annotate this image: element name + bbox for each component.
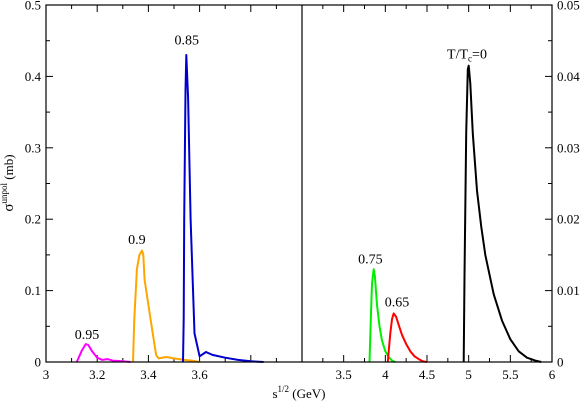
y-axis-title-superscript: unpol	[0, 182, 9, 203]
x-tick-label: 5	[465, 367, 472, 382]
y-axis-title-symbol: σ	[1, 203, 17, 211]
y-tick-label: 0.03	[557, 140, 580, 155]
y-tick-label: 0.01	[557, 283, 580, 298]
series-label: 0.65	[385, 295, 410, 310]
y-axis-title: σunpol (mb)	[0, 154, 17, 211]
x-tick-label: 3.2	[89, 367, 105, 382]
series-label-text: 0.95	[75, 328, 100, 343]
series-label-text: T/T	[447, 48, 468, 63]
y-tick-label: 0.04	[557, 69, 580, 84]
y-axis-title-unit: (mb)	[1, 154, 16, 183]
y-tick-label: 0.02	[557, 212, 580, 227]
series-label-text: 0.65	[385, 295, 410, 310]
x-tick-label: 3.6	[191, 367, 208, 382]
series-label: 0.9	[128, 233, 146, 248]
y-tick-label: 0.05	[557, 0, 580, 13]
series-label-subscript: c	[468, 54, 472, 64]
x-axis-title: s1/2 (GeV)	[272, 384, 325, 401]
series-label-text: 0.9	[128, 233, 146, 248]
series-label-tail: =0	[472, 48, 487, 63]
x-tick-label: 3.4	[140, 367, 157, 382]
x-axis-title-superscript: 1/2	[278, 384, 290, 394]
x-axis-title-base: s	[272, 386, 277, 401]
left-panel: 3 3.2 3.4 3.6 0 0.1 0.2 0.3 0.4 0.5 0.95 0.9 0.85	[25, 0, 303, 382]
series-label-text: 0.75	[358, 252, 383, 267]
series-line-065	[386, 312, 428, 363]
y-tick-label: 0	[35, 355, 42, 370]
series-label: 0.75	[358, 252, 383, 267]
series-label: 0.95	[75, 328, 100, 343]
series-line-085	[182, 54, 264, 363]
y-tick-label: 0.2	[25, 212, 41, 227]
y-tick-label: 0.3	[25, 140, 41, 155]
series-label: T/Tc=0	[447, 48, 487, 64]
y-tick-label: 0	[557, 355, 564, 370]
series-line-TT	[462, 64, 542, 363]
series-line-09	[132, 249, 200, 363]
x-tick-label: 3.5	[336, 367, 352, 382]
x-tick-label: 4	[382, 367, 389, 382]
x-axis-title-unit: (GeV)	[289, 386, 325, 401]
x-tick-label: 6	[549, 367, 556, 382]
y-tick-label: 0.1	[25, 283, 41, 298]
x-tick-label: 5.5	[502, 367, 518, 382]
x-tick-label: 4.5	[419, 367, 435, 382]
plot-frame	[45, 4, 553, 363]
series-label: 0.85	[175, 33, 200, 48]
series-label-text: 0.85	[175, 33, 200, 48]
y-tick-label: 0.4	[25, 69, 42, 84]
y-tick-label: 0.5	[25, 0, 41, 13]
x-tick-label: 3	[43, 367, 50, 382]
series-line-095	[75, 343, 131, 363]
right-panel: 3.5 4 4.5 5 5.5 60 0.01 0.02 0.03 0.04 0.05 0.75 0.6…	[301, 0, 580, 382]
series-line-075	[368, 268, 396, 363]
